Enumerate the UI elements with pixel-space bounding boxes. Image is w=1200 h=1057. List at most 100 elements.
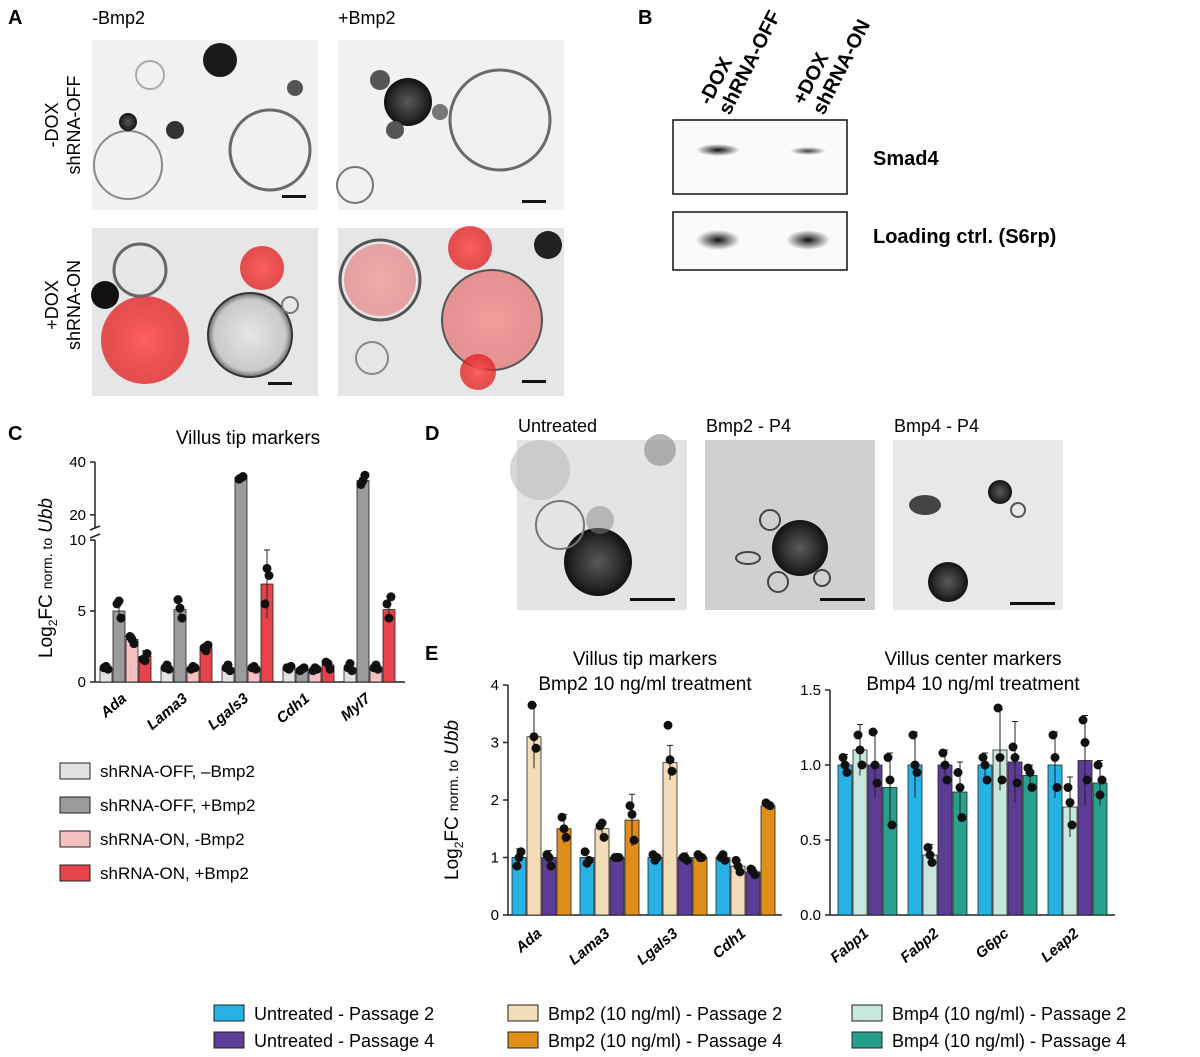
chart-e-right-title: Villus center markers [884, 649, 1061, 670]
y-tick-label: 4 [491, 677, 499, 694]
ylabel-part: FC [36, 594, 57, 619]
data-point [1008, 742, 1018, 752]
bar [594, 828, 610, 916]
micrograph-d-bmp2 [705, 440, 875, 610]
data-point [514, 853, 524, 862]
data-point [733, 861, 743, 871]
data-point [942, 775, 952, 785]
bar [977, 764, 993, 916]
blot-band [790, 147, 826, 155]
data-point [599, 832, 609, 842]
legend-c: shRNA-OFF, –Bmp2 shRNA-OFF, +Bmp2 shRNA-ON… [59, 762, 255, 883]
legend-swatch [59, 762, 91, 780]
data-point [927, 858, 937, 867]
panel-label-d: D [425, 423, 439, 445]
legend-label: shRNA-OFF, +Bmp2 [100, 796, 255, 815]
bar [692, 857, 708, 916]
axis-break [89, 525, 101, 539]
y-tick-label: 20 [69, 507, 86, 524]
micrograph-a-on-minus [91, 228, 318, 396]
data-point [557, 812, 567, 822]
legend-label: Bmp4 (10 ng/ml) - Passage 4 [892, 1031, 1126, 1051]
bar [937, 764, 953, 916]
y-tick-label: 10 [69, 532, 86, 549]
data-point [995, 753, 1005, 762]
panel-a-row-label-1: -DOX shRNA-OFF [42, 75, 84, 174]
row-label-line1: -DOX [42, 103, 62, 148]
chart-e-left-subtitle: Bmp2 10 ng/ml treatment [538, 674, 752, 695]
row-label-line1: +DOX [42, 280, 62, 330]
data-point [1093, 760, 1103, 770]
category-label: Lama3 [144, 690, 192, 734]
data-point [544, 853, 554, 862]
data-point [188, 661, 198, 671]
micrograph-a-off-plus [336, 40, 564, 210]
data-point [223, 660, 233, 670]
legend-label: Bmp2 (10 ng/ml) - Passage 4 [548, 1031, 782, 1051]
bar [609, 857, 625, 916]
blot-band [786, 230, 830, 250]
legend-label: shRNA-ON, -Bmp2 [100, 830, 245, 849]
bar [760, 805, 776, 916]
bar [647, 857, 663, 916]
blot-label-loading: Loading ctrl. (S6rp) [873, 226, 1056, 248]
data-point [249, 661, 259, 671]
data-point [559, 824, 569, 834]
data-point [582, 858, 592, 868]
data-point [667, 766, 677, 776]
legend-label: shRNA-OFF, –Bmp2 [100, 762, 255, 781]
legend-swatch [507, 1004, 539, 1022]
y-tick-label: 1.5 [800, 682, 821, 699]
data-point [912, 768, 922, 777]
data-point [838, 753, 848, 762]
data-point [842, 768, 852, 777]
data-point [887, 820, 897, 830]
data-point [323, 659, 333, 669]
data-point [347, 666, 357, 676]
data-point [345, 659, 355, 669]
data-point [201, 646, 211, 656]
legend-swatch [851, 1031, 883, 1049]
y-tick-label: 5 [78, 603, 86, 620]
data-point [1082, 775, 1092, 785]
legend-label: Untreated - Passage 2 [254, 1004, 434, 1024]
data-point [855, 745, 865, 755]
chart-e-ylabel: Log2FC norm. to Ubb [442, 720, 466, 880]
micrograph-a-on-plus [338, 226, 564, 396]
chart-e-left-title: Villus tip markers [573, 649, 717, 670]
blot-band [696, 230, 740, 250]
data-point [857, 760, 867, 770]
data-point [680, 853, 690, 862]
category-label: Leap2 [1038, 925, 1083, 966]
chart-c-title: Villus tip markers [176, 428, 320, 449]
data-point [872, 778, 882, 788]
legend-label: Untreated - Passage 4 [254, 1031, 434, 1051]
panel-d-label-bmp2: Bmp2 - P4 [706, 416, 791, 436]
data-point [1025, 768, 1035, 777]
y-tick-label: 3 [491, 735, 499, 752]
data-point [384, 613, 394, 623]
legend-swatch [851, 1004, 883, 1022]
category-label: Myl7 [338, 690, 375, 725]
data-point [1095, 790, 1105, 800]
data-point [1067, 820, 1077, 830]
legend-swatch [507, 1031, 539, 1049]
bar [677, 857, 693, 916]
ylabel-part: FC [442, 816, 463, 841]
blot-band [696, 144, 740, 156]
bar [356, 480, 370, 683]
ylabel-part: norm. to [445, 760, 461, 812]
chart-e-right: 0.0 0.5 1.0 1.5 Fabp1 Fabp2 G6pc Leap2 [800, 682, 1115, 966]
data-point [718, 850, 728, 860]
data-point [665, 755, 675, 765]
data-point [868, 727, 878, 737]
bar [1022, 775, 1038, 916]
data-point [1097, 775, 1107, 785]
micrograph-d-untreated [510, 434, 687, 610]
category-label: Lama3 [566, 925, 614, 969]
data-point [1048, 730, 1058, 740]
data-point [993, 703, 1003, 713]
data-point [982, 775, 992, 785]
category-label: Cdh1 [273, 690, 313, 727]
data-point [264, 571, 274, 580]
